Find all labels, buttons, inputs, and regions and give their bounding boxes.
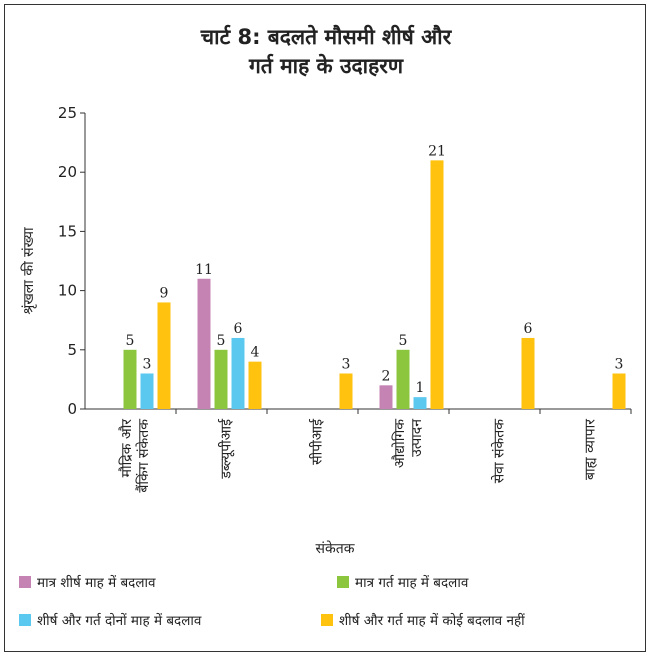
y-tick-label: 10 [58, 282, 77, 300]
data-label: 4 [251, 345, 260, 361]
y-tick-label: 25 [58, 104, 77, 122]
legend-label: मात्र गर्त माह में बदलाव [355, 575, 469, 591]
chart-title: चार्ट 8: बदलते मौसमी शीर्ष और गर्त माह क… [5, 23, 647, 81]
y-tick-label: 5 [67, 341, 77, 359]
data-label: 21 [428, 143, 446, 159]
legend-label: शीर्ष और गर्त माह में कोई बदलाव नहीं [339, 613, 525, 629]
bar [197, 278, 211, 409]
data-label: 3 [342, 356, 351, 372]
legend-swatch [19, 576, 31, 588]
bar [379, 385, 393, 409]
bar [339, 373, 353, 409]
data-label: 5 [217, 333, 226, 349]
data-label: 2 [382, 368, 391, 384]
data-label: 6 [524, 321, 533, 337]
category-label: सेवा संकेतक [491, 419, 508, 484]
legend-label: शीर्ष और गर्त दोनों माह में बदलाव [37, 613, 202, 629]
data-label: 11 [195, 262, 213, 278]
bar [430, 160, 444, 409]
chart-title-line-1: चार्ट 8: बदलते मौसमी शीर्ष और [200, 25, 452, 49]
y-axis-title: श्रृंखला की संख्या [20, 227, 37, 315]
legend-item: शीर्ष और गर्त माह में कोई बदलाव नहीं [321, 611, 525, 629]
y-tick-label: 15 [58, 222, 77, 240]
data-label: 1 [416, 380, 425, 396]
legend-swatch [321, 614, 333, 626]
category-label: उत्पादन [409, 419, 425, 457]
y-tick-label: 20 [58, 163, 77, 181]
legend-item: मात्र शीर्ष माह में बदलाव [19, 573, 156, 591]
bar [157, 302, 171, 409]
legend-label: मात्र शीर्ष माह में बदलाव [37, 575, 156, 591]
chart-title-line-2: गर्त माह के उदाहरण [248, 54, 404, 78]
data-label: 5 [399, 333, 408, 349]
bar [248, 361, 262, 409]
category-label: डब्ल्यूपीआई [218, 418, 235, 480]
data-label: 6 [234, 321, 243, 337]
bar [214, 349, 228, 409]
bar [231, 337, 245, 409]
category-label: बैंकिंग संकेतक [135, 419, 152, 493]
data-label: 9 [160, 285, 169, 301]
data-label: 5 [126, 333, 135, 349]
y-tick-label: 0 [67, 400, 77, 418]
bar [396, 349, 410, 409]
bar [521, 337, 535, 409]
category-label: सीपीआई [309, 418, 326, 465]
data-label: 3 [143, 356, 152, 372]
data-label: 3 [615, 356, 624, 372]
x-axis-title: संकेतक [316, 540, 355, 557]
bar [413, 397, 427, 409]
legend-swatch [337, 576, 349, 588]
chart-frame: चार्ट 8: बदलते मौसमी शीर्ष और गर्त माह क… [4, 4, 646, 652]
category-label: बाह्य व्यापार [583, 419, 599, 480]
legend-item: मात्र गर्त माह में बदलाव [337, 573, 468, 591]
bar [612, 373, 626, 409]
legend-swatch [19, 614, 31, 626]
bar [140, 373, 154, 409]
category-label: मौद्रिक और [118, 419, 135, 478]
category-label: औद्योगिक [391, 419, 408, 468]
legend-item: शीर्ष और गर्त दोनों माह में बदलाव [19, 611, 201, 629]
bar [123, 349, 137, 409]
